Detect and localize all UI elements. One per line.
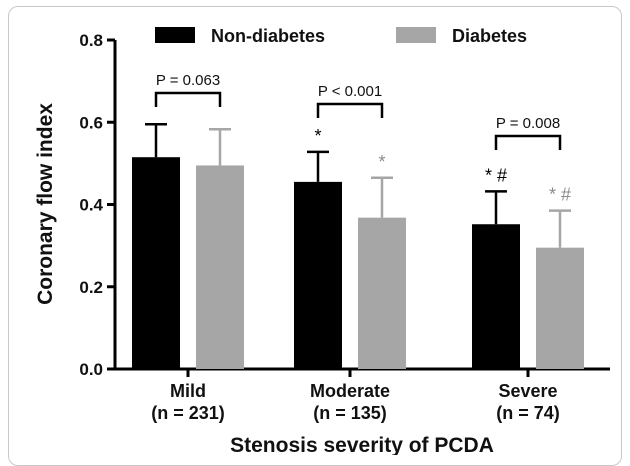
y-tick-label: 0.0 bbox=[79, 360, 103, 379]
category-label: Moderate bbox=[310, 381, 390, 401]
y-tick-label: 0.2 bbox=[79, 278, 103, 297]
category-label: Mild bbox=[170, 381, 206, 401]
significance-marker: * bbox=[378, 152, 385, 172]
category-label: Severe bbox=[498, 381, 557, 401]
bar-diabetes bbox=[358, 217, 406, 369]
p-value-label: P < 0.001 bbox=[318, 83, 382, 100]
y-tick-label: 0.6 bbox=[79, 113, 103, 132]
bars bbox=[132, 123, 584, 369]
category-n-label: (n = 231) bbox=[151, 403, 225, 423]
legend-label: Non-diabetes bbox=[211, 26, 325, 46]
bar-non-diabetes bbox=[472, 224, 520, 369]
comparison-bracket bbox=[494, 134, 562, 150]
y-axis-label: Coronary flow index bbox=[34, 103, 57, 305]
bar-diabetes bbox=[536, 247, 584, 369]
bar-chart: 0.0 0.2 0.4 0.6 0.8 * * # * * # P = 0.063 P < 0.0… bbox=[34, 26, 610, 455]
y-tick-label: 0.4 bbox=[79, 196, 103, 215]
comparison-bracket bbox=[316, 102, 384, 118]
comparison-bracket bbox=[154, 91, 222, 107]
significance-marker: * # bbox=[485, 165, 507, 185]
legend-swatch bbox=[396, 27, 436, 43]
category-n-label: (n = 135) bbox=[313, 403, 387, 423]
x-axis-label: Stenosis severity of PCDA bbox=[230, 434, 494, 455]
significance-marker: * bbox=[314, 126, 321, 146]
bar-non-diabetes bbox=[294, 181, 342, 369]
significance-marker: * # bbox=[549, 185, 571, 205]
legend-label: Diabetes bbox=[452, 26, 527, 46]
bar-non-diabetes bbox=[132, 157, 180, 369]
legend-swatch bbox=[155, 27, 195, 43]
bar-diabetes bbox=[196, 165, 244, 369]
category-n-label: (n = 74) bbox=[496, 403, 560, 423]
p-value-label: P = 0.063 bbox=[156, 72, 220, 89]
p-value-label: P = 0.008 bbox=[496, 115, 560, 132]
y-tick-label: 0.8 bbox=[79, 31, 103, 50]
